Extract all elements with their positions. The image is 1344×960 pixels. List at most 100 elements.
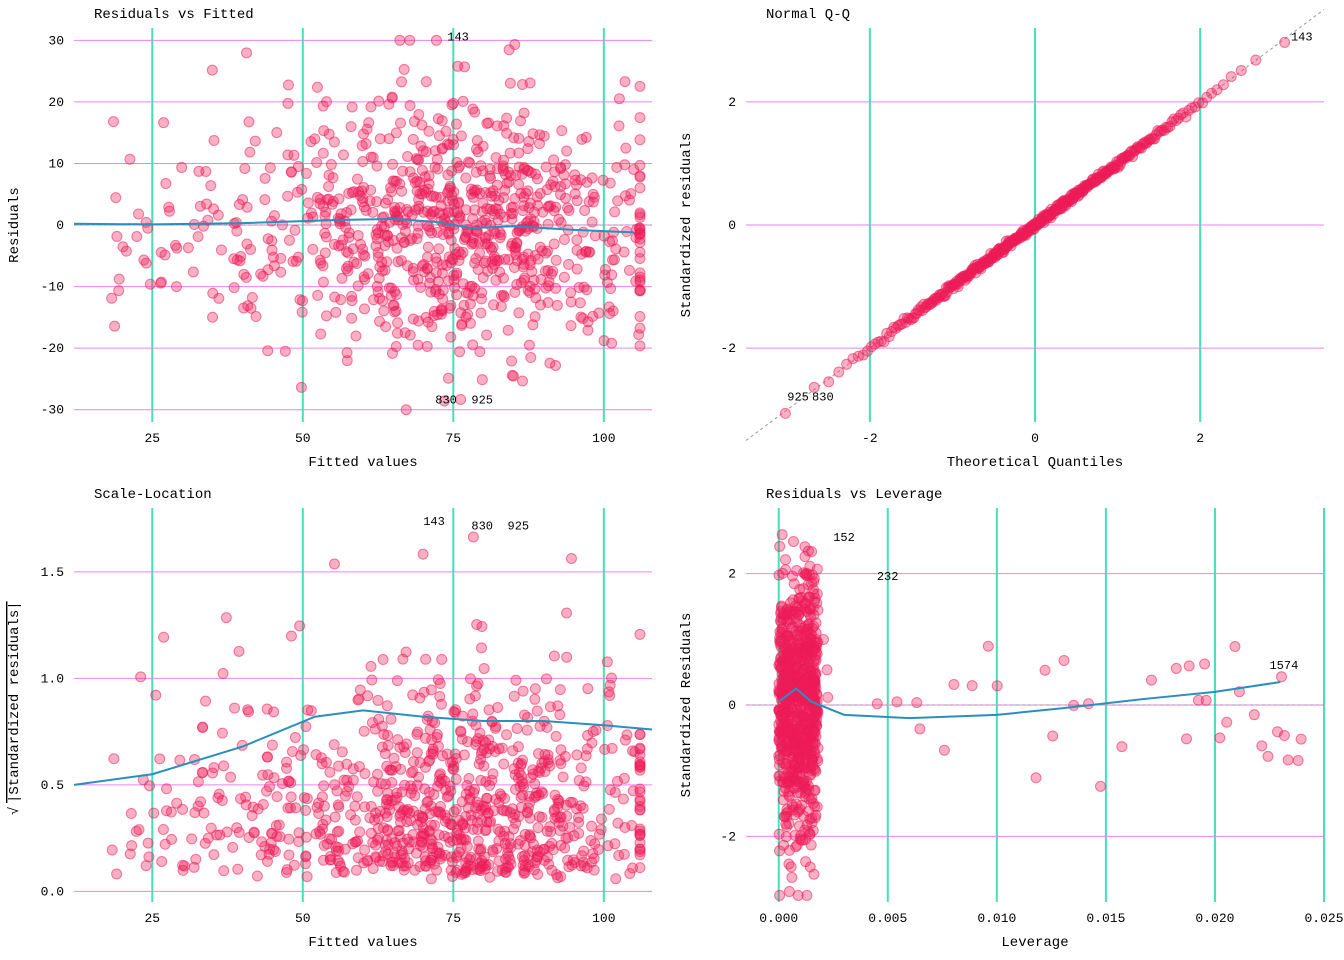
data-point — [1293, 755, 1303, 765]
data-point — [577, 851, 587, 861]
data-point — [809, 786, 819, 796]
data-point — [468, 104, 478, 114]
data-point — [482, 793, 492, 803]
point-annotation: 830 — [471, 519, 493, 533]
data-point — [776, 743, 786, 753]
data-point — [519, 866, 529, 876]
data-point — [132, 232, 142, 242]
data-point — [424, 827, 434, 837]
data-point — [892, 697, 902, 707]
x-tick-label: 75 — [446, 911, 462, 926]
data-point — [269, 707, 279, 717]
data-point — [317, 792, 327, 802]
data-point — [421, 77, 431, 87]
data-point — [166, 807, 176, 817]
data-point — [187, 834, 197, 844]
data-point — [474, 759, 484, 769]
data-point — [399, 64, 409, 74]
data-point — [560, 193, 570, 203]
data-point — [438, 285, 448, 295]
data-point — [534, 812, 544, 822]
point-annotation: 925 — [471, 394, 493, 408]
data-point — [301, 722, 311, 732]
data-point — [247, 293, 257, 303]
data-point — [551, 731, 561, 741]
x-tick-label: 2 — [1196, 431, 1204, 446]
data-point — [413, 155, 423, 165]
data-point — [188, 267, 198, 277]
data-point — [572, 750, 582, 760]
data-point — [781, 628, 791, 638]
data-point — [465, 855, 475, 865]
data-point — [449, 270, 459, 280]
data-point — [108, 117, 118, 127]
x-tick-label: 0.020 — [1195, 911, 1234, 926]
data-point — [551, 255, 561, 265]
data-point — [269, 211, 279, 221]
data-point — [783, 724, 793, 734]
data-point — [412, 820, 422, 830]
data-point — [1215, 733, 1225, 743]
data-point — [257, 837, 267, 847]
data-point — [251, 312, 261, 322]
data-point — [774, 829, 784, 839]
data-point — [334, 241, 344, 251]
data-point — [470, 205, 480, 215]
data-point — [589, 865, 599, 875]
data-point — [800, 792, 810, 802]
data-point — [551, 360, 561, 370]
data-point — [514, 179, 524, 189]
data-point — [567, 860, 577, 870]
data-point — [267, 245, 277, 255]
data-point — [297, 307, 307, 317]
data-point — [112, 869, 122, 879]
y-tick-label: 2 — [728, 567, 736, 582]
data-point — [346, 810, 356, 820]
data-point — [395, 118, 405, 128]
data-point — [1263, 751, 1273, 761]
data-point — [499, 292, 509, 302]
point-annotation: 143 — [447, 30, 469, 44]
data-point — [619, 247, 629, 257]
data-point — [514, 133, 524, 143]
data-point — [429, 306, 439, 316]
data-point — [625, 868, 635, 878]
data-point — [234, 200, 244, 210]
data-point — [635, 863, 645, 873]
data-point — [520, 829, 530, 839]
data-point — [446, 301, 456, 311]
data-point — [206, 181, 216, 191]
data-point — [587, 217, 597, 227]
data-point — [472, 864, 482, 874]
data-point — [331, 868, 341, 878]
svg-text:|Standardized residuals|: |Standardized residuals| — [7, 601, 23, 803]
data-point — [233, 864, 243, 874]
data-point — [614, 94, 624, 104]
data-point — [513, 742, 523, 752]
data-point — [422, 341, 432, 351]
data-point — [517, 777, 527, 787]
data-point — [620, 77, 630, 87]
x-tick-label: 0 — [1031, 431, 1039, 446]
data-point — [1230, 642, 1240, 652]
data-point — [788, 536, 798, 546]
data-point — [496, 791, 506, 801]
data-point — [358, 244, 368, 254]
data-point — [526, 353, 536, 363]
data-point — [283, 191, 293, 201]
data-point — [405, 35, 415, 45]
data-point — [635, 172, 645, 182]
data-point — [289, 860, 299, 870]
data-point — [388, 176, 398, 186]
data-point — [267, 740, 277, 750]
data-point — [609, 255, 619, 265]
data-point — [1280, 37, 1290, 47]
data-point — [114, 286, 124, 296]
data-point — [283, 80, 293, 90]
data-point — [319, 781, 329, 791]
data-point — [194, 166, 204, 176]
data-point — [126, 809, 136, 819]
data-point — [523, 216, 533, 226]
point-annotation: 232 — [877, 570, 899, 584]
data-point — [207, 65, 217, 75]
